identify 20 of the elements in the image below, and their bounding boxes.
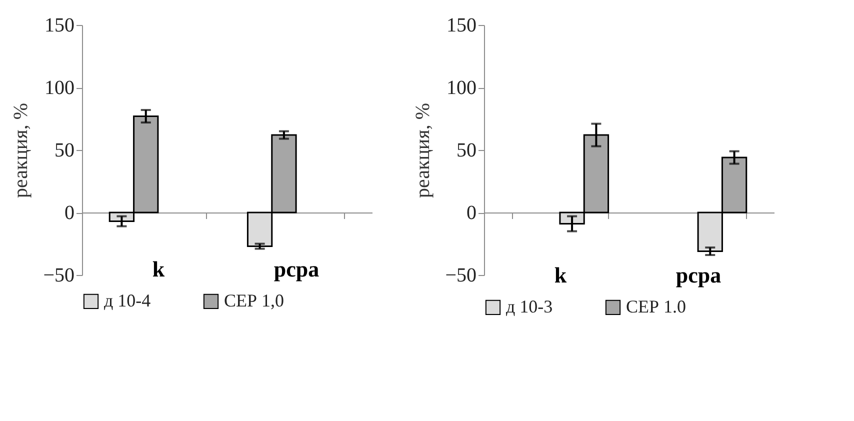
legend-label: СЕР 1,0 xyxy=(224,290,284,310)
y-tick-label: −50 xyxy=(445,264,476,286)
y-axis-title: реакция, % xyxy=(10,103,32,198)
y-tick-label: −50 xyxy=(43,264,74,286)
legend-label: СЕР 1.0 xyxy=(626,296,686,316)
y-tick-label: 100 xyxy=(446,77,476,99)
y-tick-label: 50 xyxy=(456,140,476,162)
legend-label: д 10-4 xyxy=(104,290,151,310)
y-tick-label: 0 xyxy=(64,202,74,224)
x-tick-label: k xyxy=(554,262,568,288)
x-tick-label: k xyxy=(152,256,166,282)
y-tick-label: 50 xyxy=(54,140,74,162)
y-tick-label: 100 xyxy=(44,77,74,99)
y-tick-label: 150 xyxy=(44,14,74,36)
legend-label: д 10-3 xyxy=(506,296,553,316)
x-tick-label: pcpa xyxy=(676,262,722,288)
y-tick-label: 0 xyxy=(466,202,476,224)
x-tick-label: pcpa xyxy=(274,256,320,282)
y-tick-label: 150 xyxy=(446,14,476,36)
y-axis-title: реакция, % xyxy=(412,103,434,198)
